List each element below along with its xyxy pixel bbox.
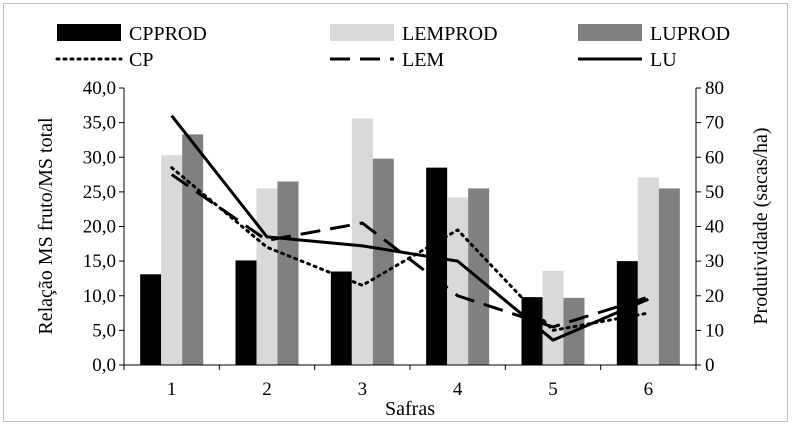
y2-tick-label: 20 xyxy=(705,286,724,307)
bar-lemprod xyxy=(161,155,183,365)
bar-luprod xyxy=(658,188,680,365)
y2-tick-label: 40 xyxy=(705,217,724,238)
bar-luprod xyxy=(277,181,299,365)
legend-label-lu: LU xyxy=(650,49,677,71)
bars xyxy=(140,118,680,365)
bar-cpprod xyxy=(616,261,638,365)
bar-luprod xyxy=(182,134,204,365)
legend-label-lem: LEM xyxy=(402,49,444,71)
y2-tick-label: 30 xyxy=(705,251,724,272)
x-tick-label: 3 xyxy=(358,379,368,400)
x-tick-label: 4 xyxy=(453,379,463,400)
bar-lemprod xyxy=(542,270,564,365)
bar-lemprod xyxy=(447,197,469,365)
bar-cpprod xyxy=(426,167,448,365)
y2-tick-label: 50 xyxy=(705,182,724,203)
x-tick-label: 6 xyxy=(644,379,654,400)
chart-frame xyxy=(3,3,788,422)
x-tick-label: 1 xyxy=(167,379,177,400)
x-axis-title: Safras xyxy=(385,398,435,420)
y-tick-label: 35,0 xyxy=(83,113,116,134)
bar-cpprod xyxy=(235,260,257,365)
y2-tick-label: 0 xyxy=(705,355,715,376)
legend-label-cp: CP xyxy=(129,49,153,71)
bar-lemprod xyxy=(256,188,278,365)
legend-label-cpprod: CPPROD xyxy=(129,23,207,45)
legend-label-luprod: LUPROD xyxy=(650,23,730,45)
bar-cpprod xyxy=(140,274,162,365)
y-tick-label: 10,0 xyxy=(83,286,116,307)
bar-lemprod xyxy=(637,177,659,365)
axes: 0,0 5,0 10,0 15,0 20,0 25,0 30,0 35,0 40,0 0 10 20 3… xyxy=(83,78,724,400)
legend-swatch-cpprod xyxy=(57,24,121,41)
y2-tick-label: 80 xyxy=(705,78,724,99)
legend: CPPROD LEMPROD LUPROD CP LEM LU xyxy=(55,23,730,71)
y-tick-label: 0,0 xyxy=(92,355,116,376)
y2-axis-title: Produtividade (sacas/ha) xyxy=(750,127,772,324)
bar-lemprod xyxy=(351,118,373,365)
bar-cpprod xyxy=(521,297,543,365)
x-tick-label: 2 xyxy=(262,379,272,400)
y2-tick-label: 70 xyxy=(705,113,724,134)
y2-tick-label: 60 xyxy=(705,147,724,168)
y-axis-title: Relação MS fruto/MS total xyxy=(35,117,57,335)
legend-label-lemprod: LEMPROD xyxy=(402,23,498,45)
line-series-lu xyxy=(170,114,649,342)
legend-swatch-luprod xyxy=(578,24,642,41)
y-tick-label: 40,0 xyxy=(83,78,116,99)
line-series-lem xyxy=(170,173,649,329)
legend-swatch-lemprod xyxy=(330,24,394,41)
y-tick-label: 30,0 xyxy=(83,147,116,168)
y2-tick-label: 10 xyxy=(705,320,724,341)
bar-luprod xyxy=(372,158,394,365)
x-tick-label: 5 xyxy=(548,379,558,400)
y-tick-label: 5,0 xyxy=(92,320,116,341)
lines xyxy=(170,114,650,342)
y-tick-label: 20,0 xyxy=(83,217,116,238)
y-tick-label: 15,0 xyxy=(83,251,116,272)
y-tick-label: 25,0 xyxy=(83,182,116,203)
bar-cpprod xyxy=(330,271,352,365)
